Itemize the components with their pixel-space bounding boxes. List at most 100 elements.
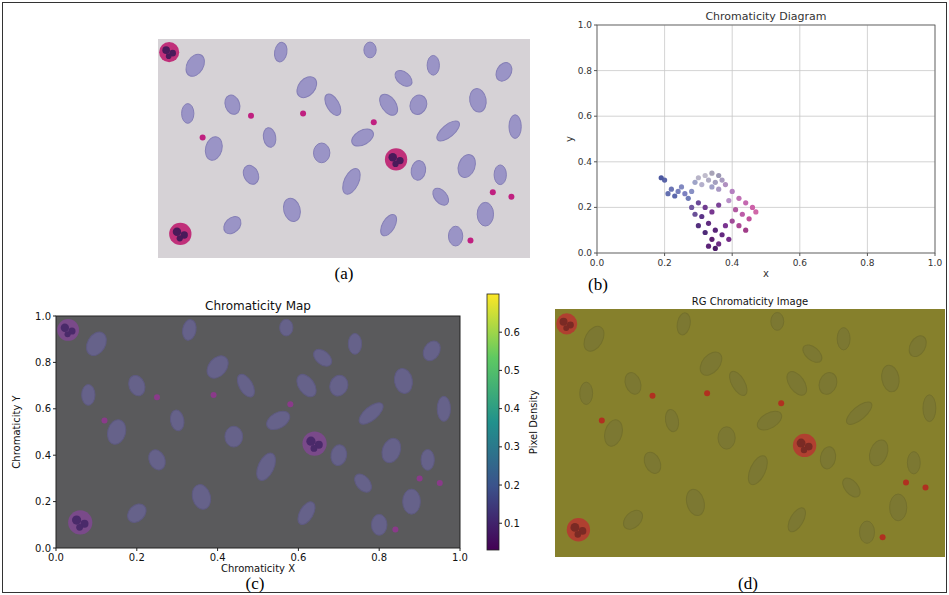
red-cell: [379, 436, 404, 466]
panel-label: (c): [246, 574, 265, 593]
white-cell: [556, 313, 577, 334]
tick: [53, 501, 56, 502]
axis-title: Chromaticity X: [221, 563, 295, 574]
point: [743, 200, 748, 205]
plot-frame: [597, 25, 935, 253]
nucleus: [570, 523, 579, 532]
red-cell: [293, 371, 320, 400]
red-cell: [866, 437, 891, 468]
red-cell: [348, 333, 361, 354]
tick: [379, 548, 380, 551]
tick-label: 0.4: [35, 450, 51, 461]
colorbar: [487, 294, 499, 550]
point: [709, 209, 714, 214]
red-cell: [754, 407, 785, 433]
point: [689, 189, 694, 194]
tick-label: 0.8: [35, 357, 51, 368]
tick-label: 1.0: [928, 258, 943, 268]
panel-label: (b): [588, 275, 608, 294]
red-cell: [310, 346, 335, 370]
red-cell: [327, 373, 351, 399]
red-cell: [420, 338, 444, 364]
red-cell: [907, 452, 920, 474]
red-cell: [890, 494, 907, 521]
red-cell: [313, 143, 329, 163]
red-cell: [641, 449, 664, 476]
white-cell: [159, 42, 179, 62]
point: [733, 207, 738, 212]
tick: [594, 25, 597, 26]
nucleus: [166, 53, 172, 59]
tick-label: 0.6: [793, 258, 808, 268]
tick-label: 1.0: [578, 20, 593, 30]
point: [719, 232, 724, 237]
red-cell: [392, 67, 415, 89]
white-cell: [567, 518, 590, 541]
nucleus: [76, 524, 83, 531]
tick: [53, 408, 56, 409]
point: [679, 184, 684, 189]
axis-title: Chromaticity Y: [11, 394, 22, 468]
white-cell: [57, 319, 79, 341]
red-cell: [620, 507, 646, 533]
red-cell: [293, 73, 321, 102]
white-cell: [385, 148, 407, 170]
red-cell: [816, 370, 840, 397]
platelet: [101, 417, 107, 423]
colorbar-tick-label: 0.1: [504, 518, 520, 529]
tick-label: 0.2: [657, 258, 671, 268]
red-cell: [339, 166, 364, 197]
red-cell: [477, 202, 493, 226]
red-cell: [329, 444, 348, 467]
image: [158, 39, 530, 258]
red-cell: [220, 213, 244, 237]
axis-title: x: [763, 268, 769, 279]
tick: [53, 455, 56, 456]
point: [686, 196, 691, 201]
tick: [732, 253, 733, 256]
platelet: [248, 113, 254, 119]
tick: [594, 70, 597, 71]
red-cell: [726, 369, 751, 399]
point: [743, 228, 748, 233]
point: [726, 198, 731, 203]
tick-label: 0.8: [860, 258, 875, 268]
point: [689, 205, 694, 210]
tick: [935, 253, 936, 256]
point: [682, 191, 687, 196]
axis-title: y: [564, 136, 575, 142]
red-cell: [421, 449, 434, 470]
figure-frame: [3, 3, 947, 593]
red-cell: [427, 55, 439, 75]
nucleus: [173, 227, 181, 235]
point: [713, 228, 718, 233]
red-cell: [126, 373, 148, 398]
red-cell: [262, 127, 278, 149]
platelet: [154, 394, 160, 400]
red-cell: [294, 499, 318, 527]
red-cell: [430, 185, 452, 208]
title: RG Chromaticity Image: [692, 296, 808, 307]
white-cell: [302, 431, 326, 455]
point: [659, 175, 664, 180]
point: [750, 205, 755, 210]
colorbar-tick: [499, 485, 502, 486]
red-cell: [190, 483, 214, 512]
figure: (a)0.00.20.40.60.81.00.00.20.40.60.81.0C…: [0, 0, 949, 595]
point: [703, 205, 708, 210]
platelet: [704, 390, 710, 396]
point: [719, 177, 724, 182]
red-cell: [437, 396, 450, 421]
point: [716, 187, 721, 192]
point: [753, 209, 758, 214]
red-cell: [410, 159, 428, 181]
red-cell: [783, 368, 811, 399]
platelet: [508, 194, 514, 200]
point: [665, 191, 670, 196]
nucleus: [72, 515, 81, 524]
tick-label: 0.0: [590, 258, 605, 268]
platelet: [903, 480, 909, 486]
colorbar-tick-label: 0.3: [504, 441, 520, 452]
red-cell: [222, 93, 242, 116]
tick-label: 0.6: [578, 111, 593, 121]
